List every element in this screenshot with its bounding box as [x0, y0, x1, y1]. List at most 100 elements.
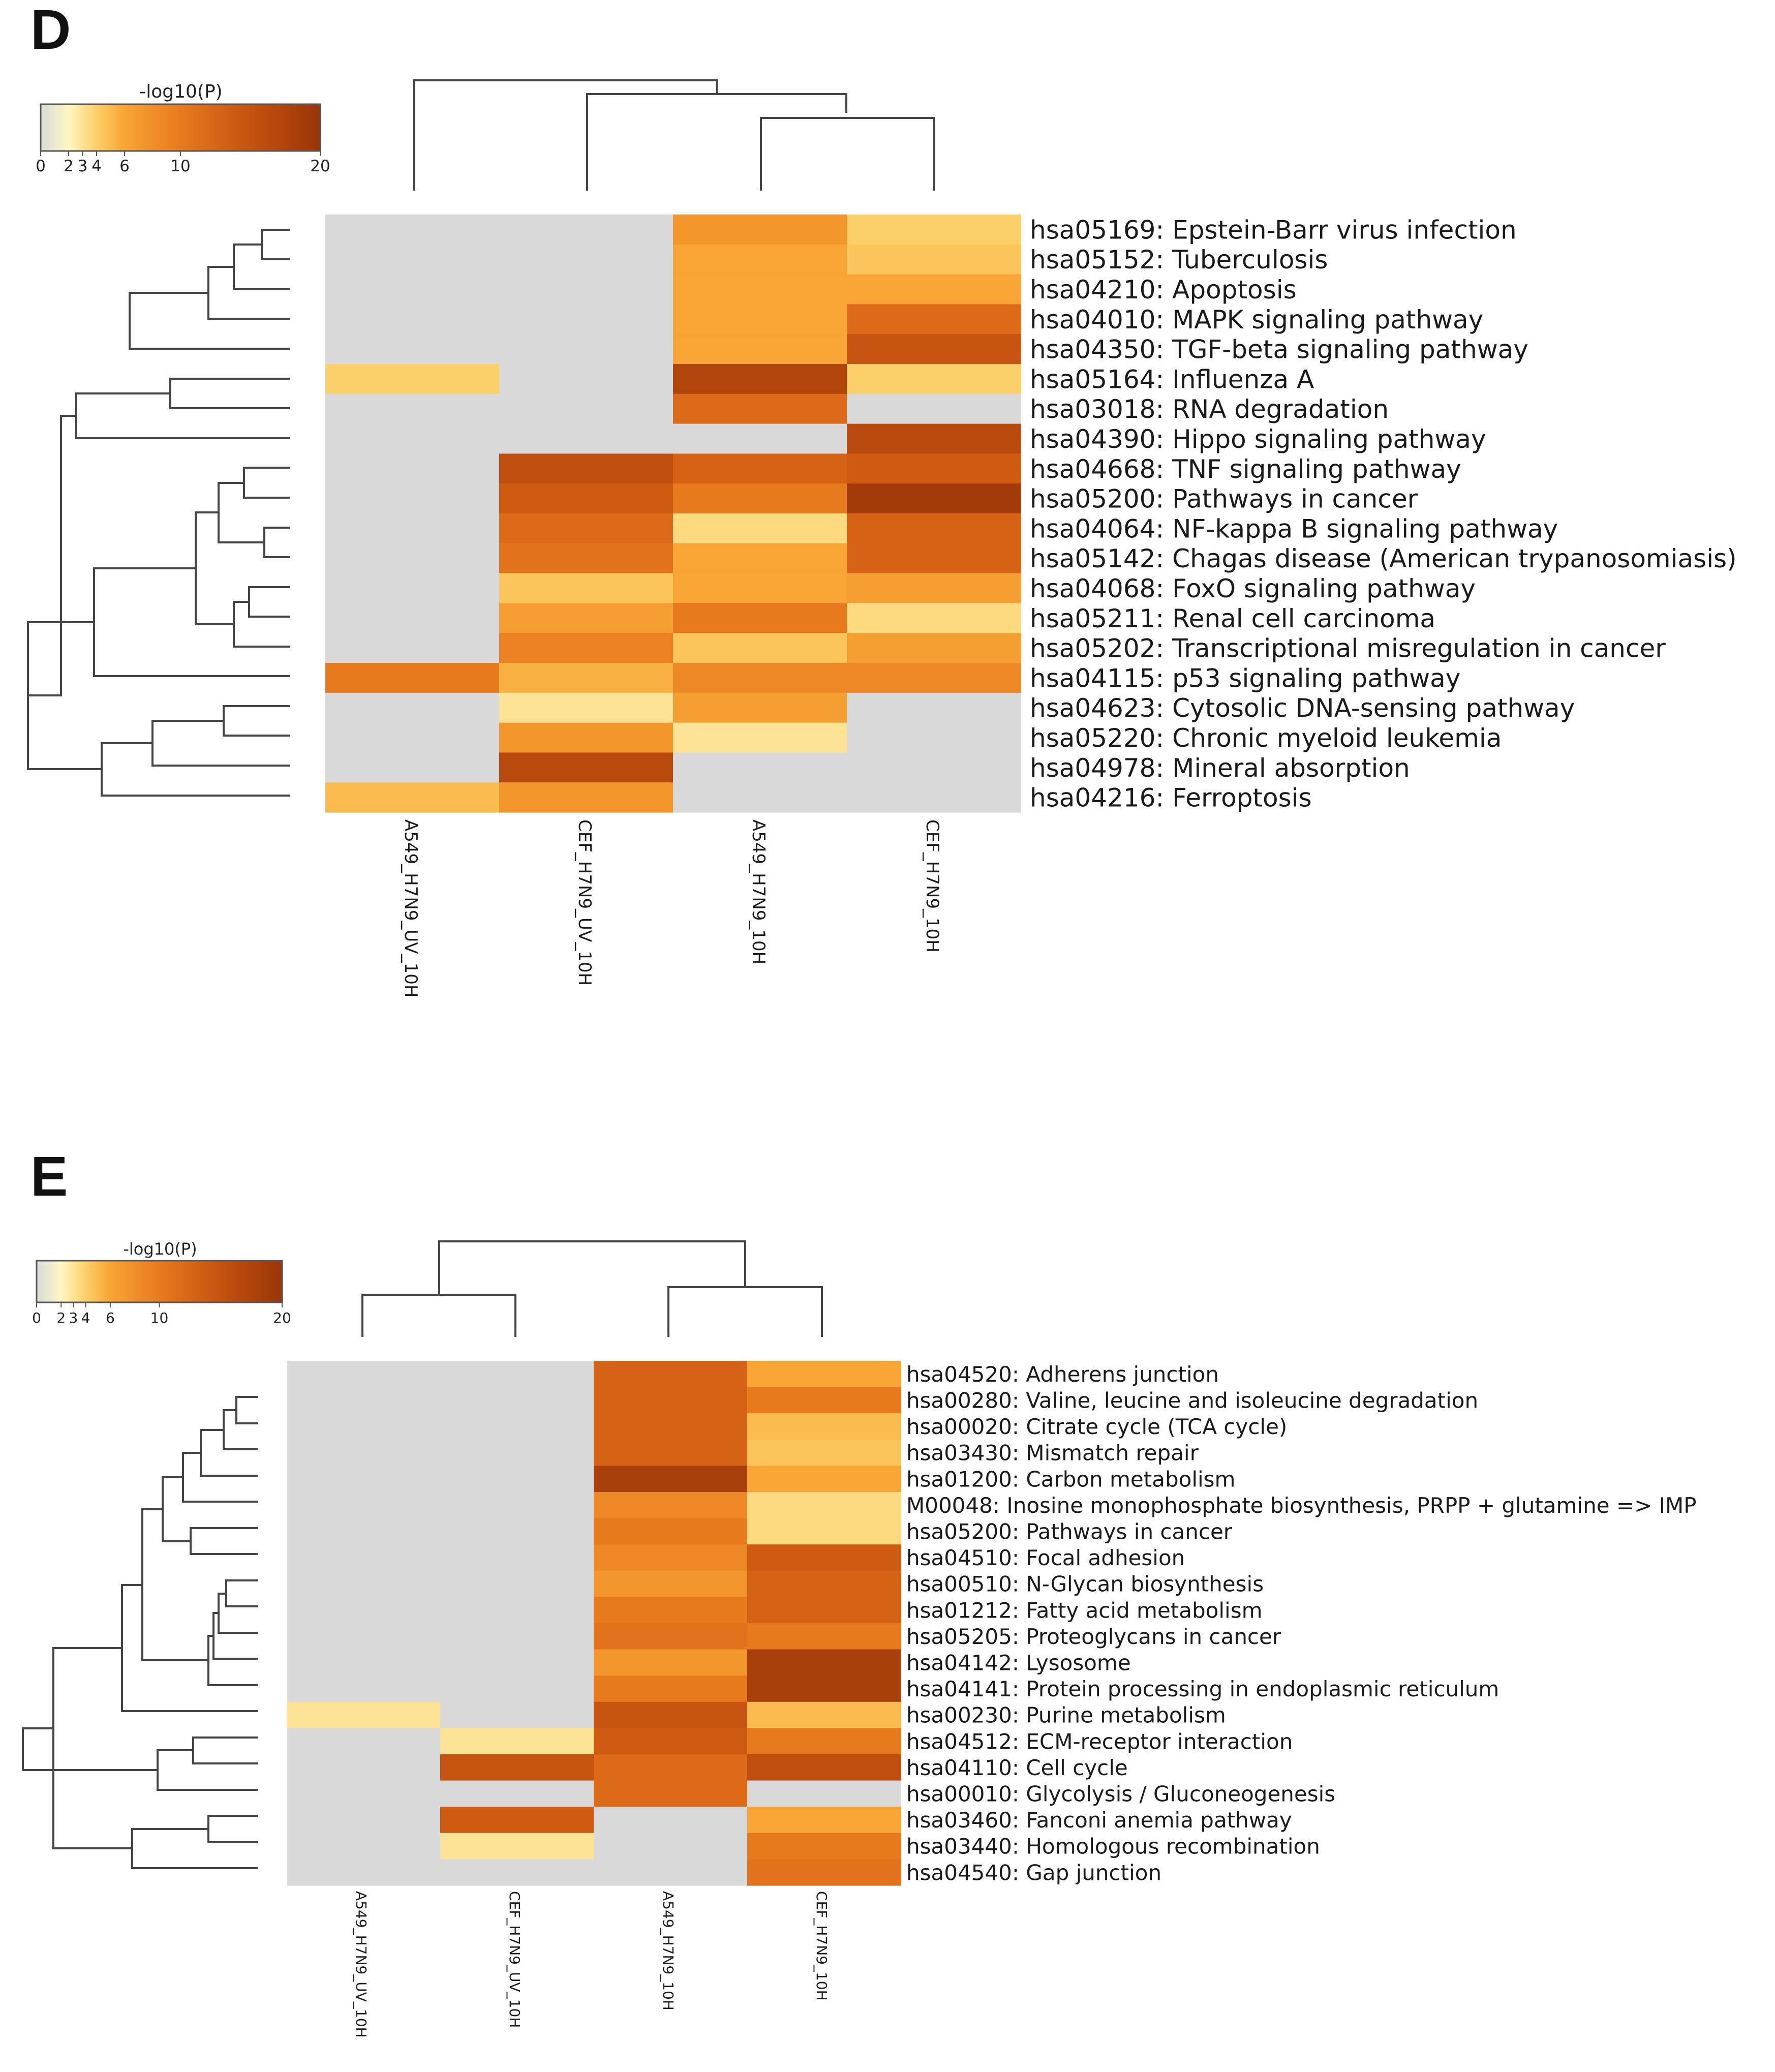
panel-d-row-dendrogram: [27, 229, 290, 797]
heatmap-cell: [287, 1361, 441, 1388]
row-label: hsa05202: Transcriptional misregulation …: [1030, 634, 1666, 663]
column-label: A549_H7N9_10H: [748, 819, 769, 964]
panel-d-row-labels: hsa05169: Epstein-Barr virus infection hs…: [1030, 215, 1737, 812]
heatmap-cell: [847, 215, 1021, 245]
heatmap-cell: [325, 453, 500, 484]
heatmap-cell: [847, 364, 1021, 394]
heatmap-cell: [440, 1833, 594, 1860]
panel-e-colorbar: -log10(P) 0 2 3 4 6 10 20: [32, 1239, 291, 1326]
heatmap-cell: [747, 1833, 901, 1860]
column-label: CEF_H7N9_10H: [813, 1891, 830, 2001]
row-label: hsa01212: Fatty acid metabolism: [906, 1598, 1263, 1623]
heatmap-cell: [499, 782, 674, 813]
heatmap-cell: [440, 1387, 594, 1414]
heatmap-cell: [594, 1570, 748, 1597]
panel-e: E -log10(P) 0 2 3 4 6 10 20: [22, 1145, 1697, 2038]
heatmap-cell: [594, 1807, 748, 1834]
row-label: hsa04064: NF-kappa B signaling pathway: [1030, 514, 1558, 543]
heatmap-cell: [440, 1780, 594, 1807]
heatmap-cell: [847, 692, 1021, 723]
heatmap-cell: [594, 1728, 748, 1755]
row-label: hsa04978: Mineral absorption: [1030, 753, 1410, 783]
row-label: M00048: Inosine monophosphate biosynthes…: [906, 1493, 1697, 1518]
heatmap-cell: [673, 603, 847, 633]
heatmap-cell: [287, 1387, 441, 1414]
heatmap-cell: [747, 1544, 901, 1571]
row-label: hsa01200: Carbon metabolism: [906, 1467, 1235, 1491]
row-label: hsa04110: Cell cycle: [906, 1755, 1128, 1780]
heatmap-cell: [499, 393, 674, 424]
heatmap-cell: [325, 334, 500, 364]
panel-e-row-dendrogram: [22, 1396, 258, 1869]
heatmap-cell: [673, 573, 847, 603]
colorbar-tick-label: 4: [91, 157, 102, 175]
heatmap-cell: [673, 453, 847, 484]
heatmap-cell: [673, 364, 847, 394]
heatmap-cell: [325, 215, 500, 245]
panel-d-colorbar-bar: [40, 103, 321, 152]
heatmap-cell: [287, 1518, 441, 1545]
heatmap-cell: [440, 1361, 594, 1388]
heatmap-cell: [440, 1518, 594, 1545]
heatmap-cell: [747, 1387, 901, 1414]
heatmap-cell: [747, 1807, 901, 1834]
row-label: hsa05200: Pathways in cancer: [1030, 484, 1418, 514]
heatmap-cell: [847, 304, 1021, 334]
heatmap-cell: [287, 1439, 441, 1466]
row-label: hsa03430: Mismatch repair: [906, 1441, 1199, 1466]
heatmap-cell: [747, 1466, 901, 1492]
panel-e-column-labels: A549_H7N9_UV_10H CEF_H7N9_UV_10H A549_H7N9…: [353, 1891, 830, 2038]
heatmap-cell: [594, 1439, 748, 1466]
heatmap-cell: [673, 543, 847, 574]
row-label: hsa05142: Chagas disease (American trypa…: [1030, 544, 1737, 573]
panel-e-heatmap-cells: [287, 1361, 901, 1886]
heatmap-cell: [325, 244, 500, 275]
heatmap-cell: [499, 633, 674, 663]
row-label: hsa05205: Proteoglycans in cancer: [906, 1624, 1281, 1649]
heatmap-cell: [440, 1413, 594, 1440]
row-label: hsa03440: Homologous recombination: [906, 1834, 1320, 1859]
heatmap-cell: [499, 215, 674, 245]
heatmap-cell: [325, 692, 500, 723]
panel-d-column-labels: A549_H7N9_UV_10H CEF_H7N9_UV_10H A549_H7N9…: [401, 819, 942, 997]
heatmap-cell: [440, 1649, 594, 1676]
heatmap-cell: [673, 215, 847, 245]
heatmap-cell: [440, 1728, 594, 1755]
heatmap-cell: [847, 722, 1021, 753]
row-label: hsa04668: TNF signaling pathway: [1030, 454, 1461, 484]
heatmap-cell: [287, 1570, 441, 1597]
heatmap-cell: [847, 244, 1021, 275]
heatmap-cell: [594, 1597, 748, 1624]
heatmap-cell: [287, 1780, 441, 1807]
heatmap-cell: [847, 603, 1021, 633]
heatmap-cell: [747, 1649, 901, 1676]
heatmap-cell: [747, 1518, 901, 1545]
heatmap-cell: [287, 1833, 441, 1860]
heatmap-cell: [594, 1701, 748, 1728]
panel-d-colorbar: -log10(P) 0 2 3 4 6 10 20: [36, 81, 330, 175]
heatmap-cell: [287, 1466, 441, 1492]
colorbar-tick-label: 0: [32, 1309, 41, 1326]
colorbar-tick-label: 2: [56, 1309, 66, 1326]
heatmap-cell: [440, 1544, 594, 1571]
row-label: hsa05169: Epstein-Barr virus infection: [1030, 215, 1517, 245]
heatmap-cell: [325, 304, 500, 334]
panel-d-heatmap-cells: [325, 215, 1021, 813]
row-label: hsa03018: RNA degradation: [1030, 394, 1389, 424]
heatmap-cell: [747, 1570, 901, 1597]
colorbar-tick-label: 20: [273, 1309, 291, 1326]
heatmap-cell: [440, 1492, 594, 1519]
heatmap-cell: [499, 244, 674, 275]
heatmap-cell: [673, 274, 847, 304]
heatmap-cell: [747, 1728, 901, 1755]
heatmap-cell: [440, 1701, 594, 1728]
row-label: hsa05200: Pathways in cancer: [906, 1519, 1233, 1544]
heatmap-cell: [499, 692, 674, 723]
column-label: A549_H7N9_UV_10H: [401, 819, 421, 997]
heatmap-cell: [747, 1439, 901, 1466]
row-label: hsa04540: Gap junction: [906, 1860, 1161, 1885]
row-label: hsa04350: TGF-beta signaling pathway: [1030, 335, 1528, 364]
heatmap-cell: [287, 1754, 441, 1781]
heatmap-cell: [440, 1466, 594, 1492]
heatmap-cell: [594, 1754, 748, 1781]
